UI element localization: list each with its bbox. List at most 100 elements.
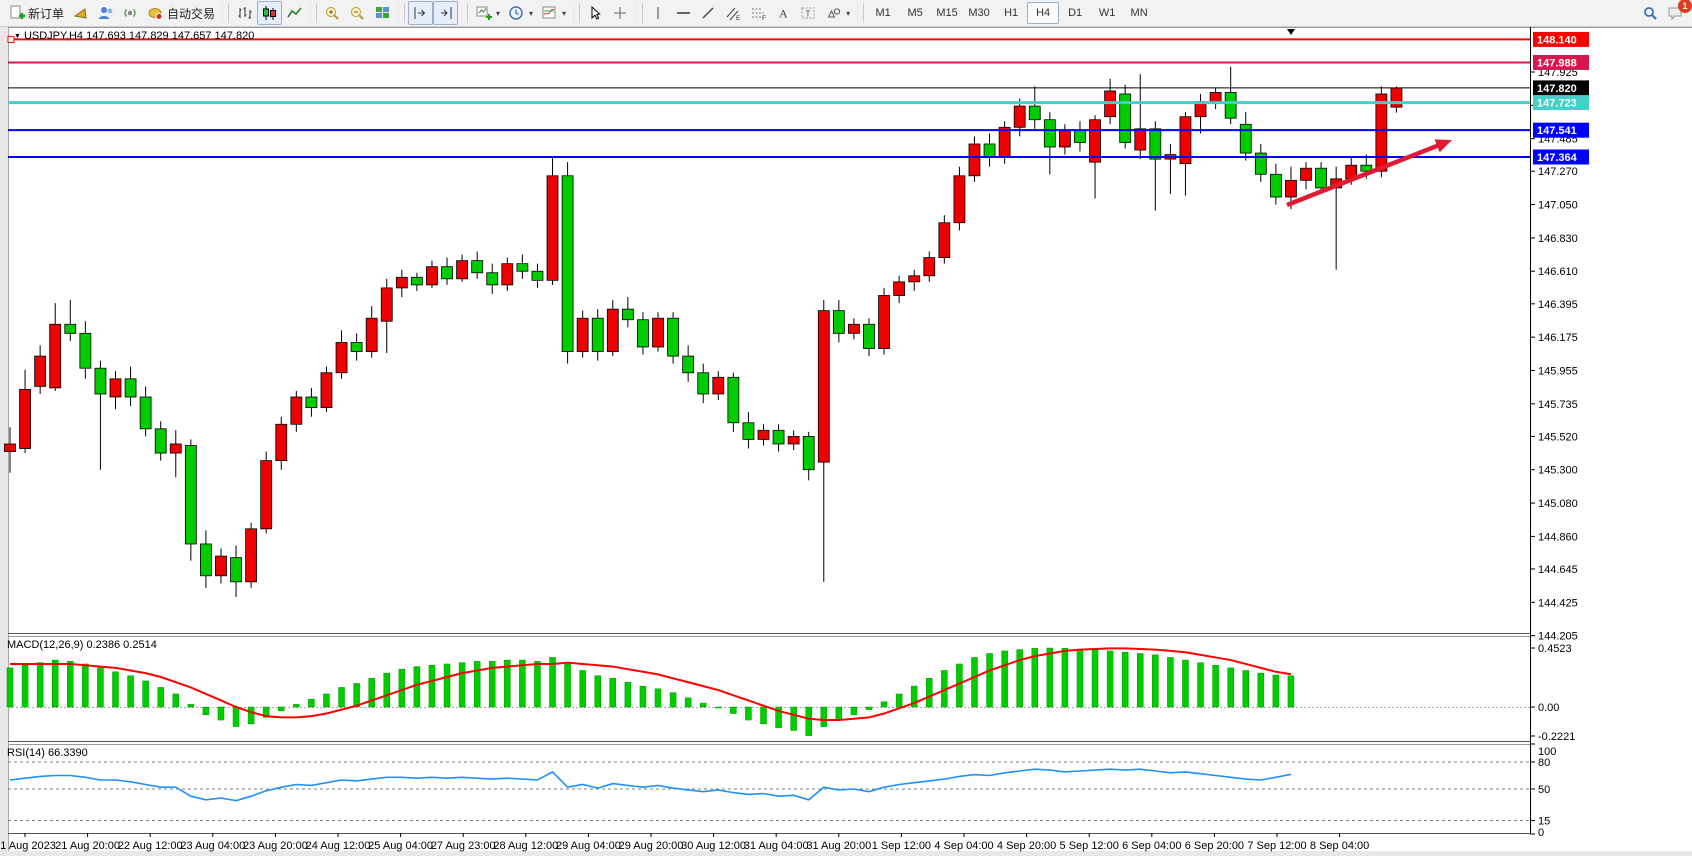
candle-up <box>380 287 393 322</box>
macd-histogram-bar <box>609 678 617 708</box>
vertical-line-button[interactable] <box>646 1 671 25</box>
arrow-annotation-head[interactable] <box>1434 139 1452 153</box>
dropdown-arrow-icon[interactable]: ▾ <box>496 8 501 18</box>
candle-down <box>441 266 453 280</box>
macd-histogram-bar <box>820 706 828 727</box>
chart-canvas: 147.925147.705147.485147.270147.050146.8… <box>0 27 1692 856</box>
timeframe-button-h1[interactable]: H1 <box>1004 7 1019 19</box>
time-axis-label: 5 Sep 12:00 <box>1060 840 1119 852</box>
candle-up <box>1013 105 1026 128</box>
macd-histogram-bar <box>157 687 164 708</box>
price-marker-label: 147.723 <box>1537 98 1577 110</box>
zoom-out-button[interactable] <box>345 1 370 25</box>
candle-up <box>1059 129 1071 148</box>
broadcast-button[interactable] <box>118 1 143 25</box>
price-marker-label: 148.140 <box>1537 34 1577 46</box>
price-marker-label: 147.820 <box>1537 83 1577 95</box>
toolbar-separator <box>222 3 230 23</box>
price-tick-label: 147.270 <box>1538 166 1578 178</box>
candle-down <box>621 308 634 321</box>
price-marker-current-price <box>1533 80 1589 96</box>
notification-badge: 1 <box>1678 0 1692 13</box>
text-button[interactable]: A <box>771 1 796 25</box>
timeframe-button-d1[interactable]: D1 <box>1068 7 1083 19</box>
candle-down <box>1149 128 1162 160</box>
notifications-button[interactable]: 1 <box>1663 0 1692 25</box>
trendline-button[interactable] <box>696 1 721 25</box>
fibo-icon: F <box>752 8 766 21</box>
megaphone-button[interactable] <box>68 1 93 25</box>
timeframe-button-h4[interactable]: H4 <box>1027 2 1060 24</box>
auto-scroll-button[interactable] <box>408 1 434 25</box>
dropdown-arrow-icon[interactable]: ▾ <box>846 8 851 18</box>
candle-up <box>260 460 273 530</box>
search-button[interactable] <box>1638 1 1663 25</box>
macd-histogram-bar <box>971 657 978 708</box>
macd-histogram-bar <box>865 706 873 710</box>
arrow-annotation-shaft[interactable] <box>1286 141 1444 208</box>
candle-down <box>516 263 529 272</box>
candlestick-chart-button[interactable] <box>257 1 283 25</box>
macd-histogram-bar <box>745 706 752 721</box>
time-axis-label: 4 Sep 04:00 <box>934 840 993 852</box>
cursor-button[interactable] <box>583 1 608 25</box>
toolbar-separator <box>636 3 644 23</box>
candle-down <box>139 396 152 430</box>
auto-trading-button[interactable]: 自动交易 <box>143 1 219 25</box>
time-axis-label: 24 Aug 12:00 <box>306 840 371 852</box>
periods-button[interactable]: ▾ <box>504 1 537 25</box>
profiles-icon <box>99 7 113 19</box>
macd-histogram-bar <box>1016 649 1023 708</box>
candle-down <box>667 317 679 357</box>
price-marker-label: 147.541 <box>1537 125 1577 137</box>
macd-histogram-bar <box>1137 653 1144 708</box>
crosshair-button[interactable] <box>608 1 633 25</box>
symbol-dropdown-icon[interactable]: ▼ <box>14 32 21 40</box>
macd-histogram-bar <box>127 675 134 708</box>
equidistant-channel-button[interactable]: E <box>721 1 746 25</box>
timeframe-button-m5[interactable]: M5 <box>907 7 923 19</box>
macd-histogram-bar <box>428 665 436 708</box>
candle-down <box>727 376 740 424</box>
shapes-button[interactable]: ▾ <box>821 1 854 25</box>
tile-windows-button[interactable] <box>370 1 395 25</box>
timeframe-button-m30[interactable]: M30 <box>968 7 990 19</box>
timeframe-button-mn[interactable]: MN <box>1130 7 1148 19</box>
candle-down <box>742 422 755 440</box>
line-chart-button[interactable] <box>282 1 307 25</box>
dropdown-arrow-icon[interactable]: ▾ <box>529 8 534 18</box>
profiles-button[interactable] <box>93 1 118 25</box>
time-axis-label: 29 Aug 04:00 <box>556 840 621 852</box>
svg-text:A: A <box>779 7 788 21</box>
price-tick-label: 144.205 <box>1538 631 1578 643</box>
macd-values: 0.2386 0.2514 <box>86 639 157 651</box>
fibonacci-button[interactable]: F <box>746 1 771 25</box>
candle-down <box>1074 129 1086 143</box>
templates-button[interactable]: ▾ <box>537 1 570 25</box>
price-marker-level-cyan <box>1533 95 1589 111</box>
candle-up <box>998 126 1011 159</box>
text-label-button[interactable]: T <box>796 1 821 25</box>
macd-histogram-bar <box>1272 674 1280 708</box>
new-order-button[interactable]: 新订单 <box>4 1 68 25</box>
candle-up <box>817 310 830 463</box>
timeframe-button-m1[interactable]: M1 <box>875 7 891 19</box>
macd-histogram-bar <box>187 704 195 708</box>
hline-handle[interactable] <box>7 35 15 43</box>
window-bottom-frame <box>0 851 1692 856</box>
svg-text:T: T <box>806 10 811 19</box>
timeframe-button-m15[interactable]: M15 <box>936 7 958 19</box>
macd-histogram-bar <box>172 693 180 708</box>
price-tick-label: 147.925 <box>1538 67 1578 79</box>
new-chart-button[interactable]: ▾ <box>471 1 504 25</box>
macd-histogram-bar <box>624 681 632 708</box>
horizontal-line-button[interactable] <box>671 1 696 25</box>
bar-chart-button[interactable] <box>232 1 257 25</box>
timeframe-button-w1[interactable]: W1 <box>1098 7 1116 19</box>
candle-down <box>1269 173 1282 198</box>
zoom-in-button[interactable] <box>320 1 345 25</box>
macd-histogram-bar <box>1257 672 1265 708</box>
chart-shift-button[interactable] <box>433 1 459 25</box>
candle-down <box>772 429 785 445</box>
dropdown-arrow-icon[interactable]: ▾ <box>562 8 567 18</box>
